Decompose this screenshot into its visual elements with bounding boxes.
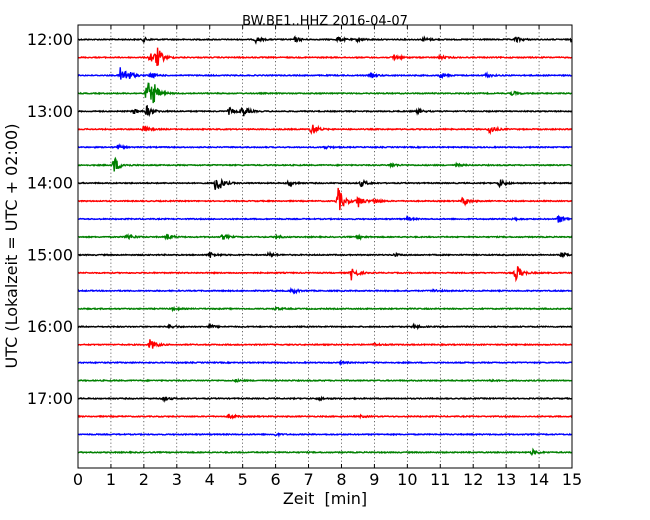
x-tick-label: 5 — [238, 470, 248, 489]
trace-1445 — [77, 233, 573, 241]
x-tick-label: 11 — [430, 470, 450, 489]
x-tick-label: 9 — [369, 470, 379, 489]
trace-1400 — [77, 177, 573, 190]
y-tick-label: 15:00 — [27, 245, 73, 264]
trace-1200 — [77, 35, 573, 45]
seismic-traces — [77, 35, 573, 457]
trace-1415 — [77, 187, 573, 211]
x-tick-label: 10 — [397, 470, 417, 489]
x-tick-label: 13 — [496, 470, 516, 489]
trace-1545 — [77, 305, 573, 313]
trace-1715 — [77, 413, 573, 420]
x-axis-label: Zeit [min] — [283, 489, 367, 508]
trace-1630 — [77, 359, 573, 367]
y-tick-label: 14:00 — [27, 174, 73, 193]
x-tick-label: 0 — [73, 470, 83, 489]
x-tick-label: 6 — [271, 470, 281, 489]
x-tick-label: 8 — [336, 470, 346, 489]
trace-1345 — [77, 156, 573, 172]
x-tick-label: 1 — [106, 470, 116, 489]
x-tick-label: 4 — [205, 470, 215, 489]
trace-1615 — [77, 339, 573, 349]
trace-1530 — [77, 287, 573, 295]
trace-1645 — [77, 377, 573, 384]
trace-1745 — [77, 447, 573, 457]
trace-1230 — [77, 67, 573, 80]
chart-title: BW.BE1..HHZ 2016-04-07 — [242, 14, 408, 29]
trace-1245 — [77, 82, 573, 104]
x-axis: 0 1 2 3 4 5 6 7 8 9 10 11 12 13 14 15 — [73, 25, 582, 489]
trace-1300 — [77, 104, 573, 118]
trace-1430 — [77, 214, 573, 223]
trace-1315 — [77, 124, 573, 136]
x-tick-label: 12 — [463, 470, 483, 489]
trace-1600 — [77, 322, 573, 331]
grid-lines — [110, 25, 540, 468]
x-tick-label: 15 — [562, 470, 582, 489]
y-tick-label: 17:00 — [27, 389, 73, 408]
y-tick-label: 13:00 — [27, 102, 73, 121]
y-axis: 12:00 13:00 14:00 15:00 16:00 17:00 — [27, 30, 572, 408]
trace-1330 — [77, 143, 573, 150]
plot-frame — [77, 24, 573, 469]
trace-1500 — [77, 250, 573, 259]
x-tick-label: 2 — [139, 470, 149, 489]
x-tick-label: 14 — [529, 470, 549, 489]
y-tick-label: 12:00 — [27, 30, 73, 49]
trace-1215 — [77, 47, 573, 67]
y-tick-label: 16:00 — [27, 317, 73, 336]
trace-1730 — [77, 432, 573, 438]
y-axis-label: UTC (Lokalzeit = UTC + 02:00) — [2, 124, 21, 369]
x-tick-label: 7 — [303, 470, 313, 489]
trace-1700 — [77, 395, 573, 403]
x-tick-label: 3 — [172, 470, 182, 489]
trace-1515 — [77, 266, 573, 283]
